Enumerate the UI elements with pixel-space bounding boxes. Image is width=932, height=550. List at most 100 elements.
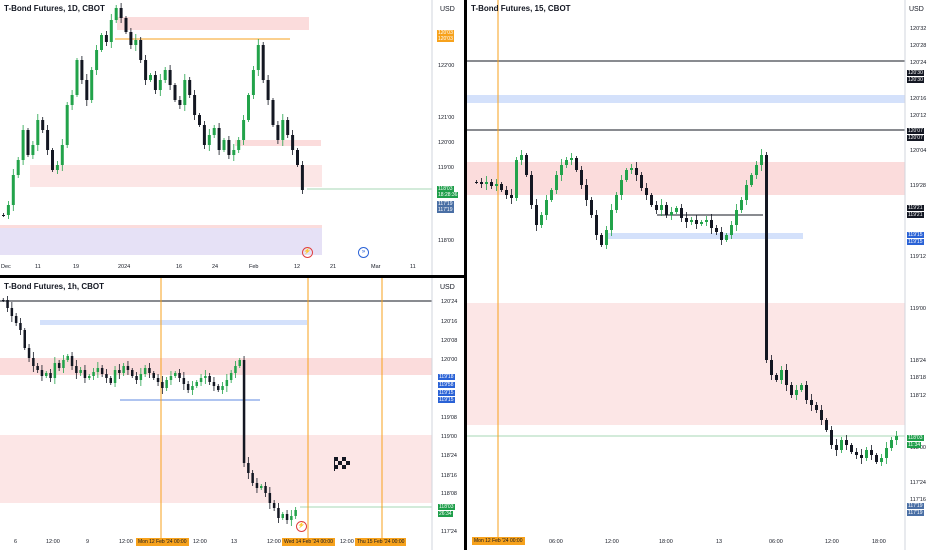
- daily-candle: [286, 120, 290, 135]
- m15-price-tag: 119'15: [907, 232, 924, 238]
- hourly-price-tag: 119'18: [438, 374, 455, 380]
- hourly-candle: [53, 363, 57, 378]
- daily-time-label: 2024: [118, 264, 131, 270]
- m15-candle: [795, 390, 798, 395]
- hourly-candle: [88, 376, 91, 378]
- m15-candle: [745, 185, 748, 200]
- daily-chart-pane[interactable]: T-Bond Futures, 1D, CBOT USD 122'00 121'…: [0, 0, 464, 275]
- m15-candle: [705, 220, 708, 222]
- m15-candle: [735, 210, 738, 225]
- hourly-candle: [19, 323, 22, 330]
- daily-candles[interactable]: [0, 0, 464, 275]
- m15-candle: [720, 232, 723, 240]
- m15-price-label: 120'12: [910, 113, 927, 119]
- m15-price-label: 119'28: [910, 183, 926, 189]
- m15-time-label: 12:00: [825, 539, 839, 545]
- daily-candle: [296, 150, 299, 165]
- m15-candle: [620, 180, 623, 195]
- m15-candle: [880, 458, 883, 462]
- daily-price-label: 119'00: [438, 165, 454, 171]
- daily-price-tag: 120'03: [437, 30, 454, 36]
- hourly-candle: [100, 368, 104, 374]
- m15-candle: [625, 170, 628, 180]
- hourly-time-tag: Wed 14 Feb '24 00:00: [282, 538, 335, 546]
- m15-candle: [715, 228, 718, 232]
- m15-candle: [765, 155, 768, 360]
- daily-candle: [100, 35, 103, 50]
- daily-candle: [90, 70, 94, 100]
- daily-candle: [153, 75, 157, 90]
- hourly-candle: [294, 510, 297, 516]
- m15-candle: [835, 445, 838, 450]
- daily-candle: [163, 70, 167, 80]
- hourly-candle: [221, 386, 224, 390]
- m15-chart-title: T-Bond Futures, 15, CBOT: [471, 4, 571, 13]
- m15-price-label: 120'32: [910, 26, 927, 32]
- daily-candle: [129, 32, 133, 45]
- m15-candle: [560, 165, 563, 175]
- m15-candle: [635, 168, 638, 175]
- daily-price-tag: 118'03: [437, 186, 454, 192]
- m15-candle: [680, 208, 683, 218]
- pane-divider-horizontal[interactable]: [0, 275, 464, 278]
- hourly-chart-pane[interactable]: T-Bond Futures, 1h, CBOT USD 120'24 120'…: [0, 278, 464, 550]
- daily-candle: [227, 140, 231, 155]
- hourly-candle: [169, 376, 173, 380]
- m15-price-tag: 119'21: [907, 205, 924, 211]
- hourly-candle: [186, 384, 190, 390]
- hourly-candles[interactable]: [0, 278, 464, 550]
- m15-candle: [605, 230, 608, 245]
- hourly-candle: [96, 368, 100, 372]
- m15-price-label: 118'18: [910, 375, 926, 381]
- hourly-price-label: 119'08: [441, 415, 457, 421]
- hourly-candle: [191, 386, 194, 390]
- hourly-candle: [27, 348, 31, 358]
- hourly-candle: [208, 376, 211, 382]
- hourly-time-label: 12:00: [193, 539, 207, 545]
- daily-price-tag: 117'19: [437, 207, 454, 213]
- hourly-chart-title: T-Bond Futures, 1h, CBOT: [4, 282, 104, 291]
- pane-divider-vertical[interactable]: [464, 0, 467, 550]
- daily-candle: [6, 205, 10, 215]
- m15-candle: [830, 430, 833, 445]
- m15-price-label: 119'00: [910, 306, 926, 312]
- supply-zone: [0, 358, 432, 375]
- supply-zone: [117, 17, 309, 30]
- hourly-candle: [105, 374, 108, 378]
- demand-zone: [0, 435, 432, 503]
- daily-candle: [80, 60, 84, 80]
- m15-price-label: 120'16: [910, 96, 927, 102]
- m15-candle: [685, 218, 688, 222]
- hourly-candle: [57, 363, 61, 368]
- m15-candle: [660, 205, 663, 210]
- m15-time-label: 06:00: [769, 539, 783, 545]
- m15-candle: [850, 445, 853, 452]
- daily-time-label: 11: [410, 264, 416, 270]
- hourly-candle: [75, 366, 78, 373]
- hourly-candle: [195, 382, 198, 386]
- hourly-candle: [212, 382, 216, 386]
- lightning-icon[interactable]: ⚡: [302, 247, 313, 258]
- m15-candle: [645, 188, 648, 195]
- daily-candle: [261, 45, 265, 80]
- checkered-flag-icon[interactable]: [334, 457, 352, 471]
- m15-candle: [585, 185, 588, 200]
- daily-candle: [75, 60, 79, 95]
- m15-candle: [495, 184, 498, 186]
- hourly-time-tag: Mon 12 Feb '24 00:00: [136, 538, 189, 546]
- daily-candle: [65, 105, 69, 145]
- m15-price-label: 118'12: [910, 393, 926, 399]
- daily-candle: [237, 140, 241, 150]
- replay-icon[interactable]: »: [358, 247, 369, 258]
- m15-candles[interactable]: [467, 0, 932, 550]
- daily-candle: [95, 50, 99, 70]
- daily-candle: [202, 125, 206, 145]
- m15-candle: [815, 405, 818, 410]
- hourly-price-label: 120'00: [441, 357, 458, 363]
- m15-chart-pane[interactable]: T-Bond Futures, 15, CBOT USD 120'32 120'…: [467, 0, 932, 550]
- daily-countdown-tag: 18:28:36: [437, 192, 459, 198]
- m15-candle: [595, 215, 598, 235]
- lightning-icon[interactable]: ⚡: [296, 521, 307, 532]
- daily-candle: [46, 130, 50, 150]
- m15-candle: [675, 208, 678, 212]
